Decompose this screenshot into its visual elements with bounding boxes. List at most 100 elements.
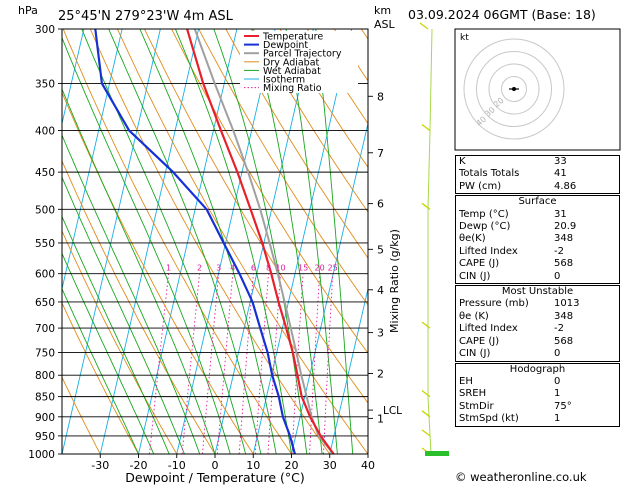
dry-adiabat-line	[225, 29, 368, 259]
table-row: Pressure (mb) 1013	[456, 298, 619, 310]
isotherm-line	[329, 286, 368, 454]
row-value: 1	[554, 388, 561, 400]
pressure-tick-label: 700	[35, 323, 55, 335]
isotherm-line	[99, 29, 200, 454]
row-value: 568	[554, 258, 574, 270]
table-row: K 33	[456, 156, 619, 168]
wind-barbs	[419, 22, 449, 456]
table-row: PW (cm) 4.86	[456, 181, 619, 193]
pressure-tick-label: 1000	[28, 449, 55, 461]
row-value: 348	[554, 310, 574, 322]
temperature-tick-label: -30	[91, 459, 109, 472]
hodograph-ring	[463, 38, 565, 140]
pressure-tick-label: 850	[35, 392, 55, 404]
table-row: CAPE (J) 568	[456, 336, 619, 348]
row-value: -2	[554, 245, 564, 257]
pressure-tick-label: 300	[35, 24, 55, 36]
mixing-ratio-label: 20	[315, 264, 325, 273]
series-line-temperature	[186, 29, 335, 454]
pressure-tick-label: 350	[35, 78, 55, 90]
mixing-ratio-label: 25	[328, 264, 338, 273]
isotherm-line	[62, 29, 161, 454]
row-label: CIN (J)	[459, 270, 491, 282]
row-value: 0	[554, 375, 561, 387]
mixing-ratio-label: 3	[216, 264, 221, 273]
km-tick-label: 8	[377, 90, 384, 103]
table-row: SREH 1	[456, 388, 619, 400]
row-value: 4.86	[554, 180, 577, 192]
background-lines	[62, 29, 368, 454]
pressure-tick-label: 450	[35, 167, 55, 179]
dry-adiabat-line	[62, 301, 139, 454]
mixing-ratio-label: 1	[166, 264, 171, 273]
km-tick-label: 4	[377, 284, 384, 297]
hodograph-ring	[501, 76, 527, 102]
table-row: CAPE (J) 568	[456, 258, 619, 270]
pressure-tick-label: 800	[35, 370, 55, 382]
mixing-ratio-line	[238, 273, 254, 454]
row-label: StmSpd (kt)	[459, 413, 519, 425]
most-unstable-title: Most Unstable	[501, 286, 574, 298]
km-label: km	[374, 4, 391, 17]
surface-box: Surface Temp (°C) 31 Dewp (°C) 20.9 θe(K) 348…	[455, 195, 620, 285]
table-row: CIN (J) 0	[456, 348, 619, 360]
row-value: 0	[554, 348, 561, 360]
mixing-ratio-line	[149, 273, 170, 454]
row-value: 1	[554, 413, 561, 425]
legend-entry: Isotherm	[263, 75, 305, 86]
hodograph-ring	[476, 51, 552, 127]
dry-adiabat-line	[279, 29, 368, 169]
row-label: Pressure (mb)	[459, 298, 529, 310]
legend-entry: Dry Adiabat	[263, 57, 320, 68]
legend-entry: Dewpoint	[263, 40, 308, 51]
table-row: Lifted Index -2	[456, 323, 619, 335]
row-label: SREH	[459, 388, 487, 400]
isotherm-line	[291, 121, 368, 454]
row-value: -2	[554, 323, 564, 335]
wind-barb	[419, 22, 429, 30]
dry-adiabat-line	[62, 229, 178, 454]
isotherm-line	[214, 29, 314, 454]
mixing-ratio-line	[201, 273, 220, 454]
temperature-tick-label: -10	[168, 459, 186, 472]
most-unstable-box: Most Unstable Pressure (mb) 1013 θe (K) 348…	[455, 285, 620, 362]
row-label: PW (cm)	[459, 180, 502, 192]
wind-barb	[421, 410, 431, 418]
wind-barb	[421, 202, 431, 210]
table-row: θe (K) 348	[456, 311, 619, 323]
row-value: 568	[554, 335, 574, 347]
isotherm-line	[252, 29, 353, 454]
pressure-tick-label: 400	[35, 126, 55, 138]
row-value: 33	[554, 156, 567, 167]
pressure-tick-label: 650	[35, 297, 55, 309]
wind-barb	[421, 124, 431, 132]
row-label: K	[459, 156, 466, 167]
wind-profile-line	[427, 28, 433, 455]
table-row: EH 0	[456, 376, 619, 388]
row-value: 20.9	[554, 221, 577, 233]
mixing-ratio-line	[254, 273, 269, 454]
hodograph-kt-label: kt	[460, 33, 469, 43]
indices-panel: K 33 Totals Totals 41 PW (cm) 4.86 Surface Te…	[455, 155, 620, 428]
indices-box: K 33 Totals Totals 41 PW (cm) 4.86	[455, 155, 620, 195]
km-tick-label: 3	[377, 327, 384, 340]
wind-barb	[421, 390, 431, 398]
temperature-tick-label: 0	[212, 459, 219, 472]
temperature-tick-label: 40	[361, 459, 375, 472]
y-axis-label: Mixing Ratio (g/kg)	[388, 229, 401, 333]
legend-entry: Parcel Trajectory	[263, 49, 342, 60]
mixing-ratio-label: 10	[275, 264, 285, 273]
hodograph-frame	[454, 28, 621, 151]
temperature-tick-label: 10	[246, 459, 260, 472]
mixing-ratio-label: 4	[230, 264, 235, 273]
pressure-tick-label: 550	[35, 238, 55, 250]
location-label: 25°45'N 279°23'W 4m ASL	[58, 9, 234, 24]
table-row: CIN (J) 0	[456, 271, 619, 283]
table-row: Temp (°C) 31	[456, 209, 619, 221]
row-label: CAPE (J)	[459, 258, 500, 270]
mixing-ratio-line	[267, 273, 281, 454]
row-label: Dewp (°C)	[459, 221, 511, 233]
